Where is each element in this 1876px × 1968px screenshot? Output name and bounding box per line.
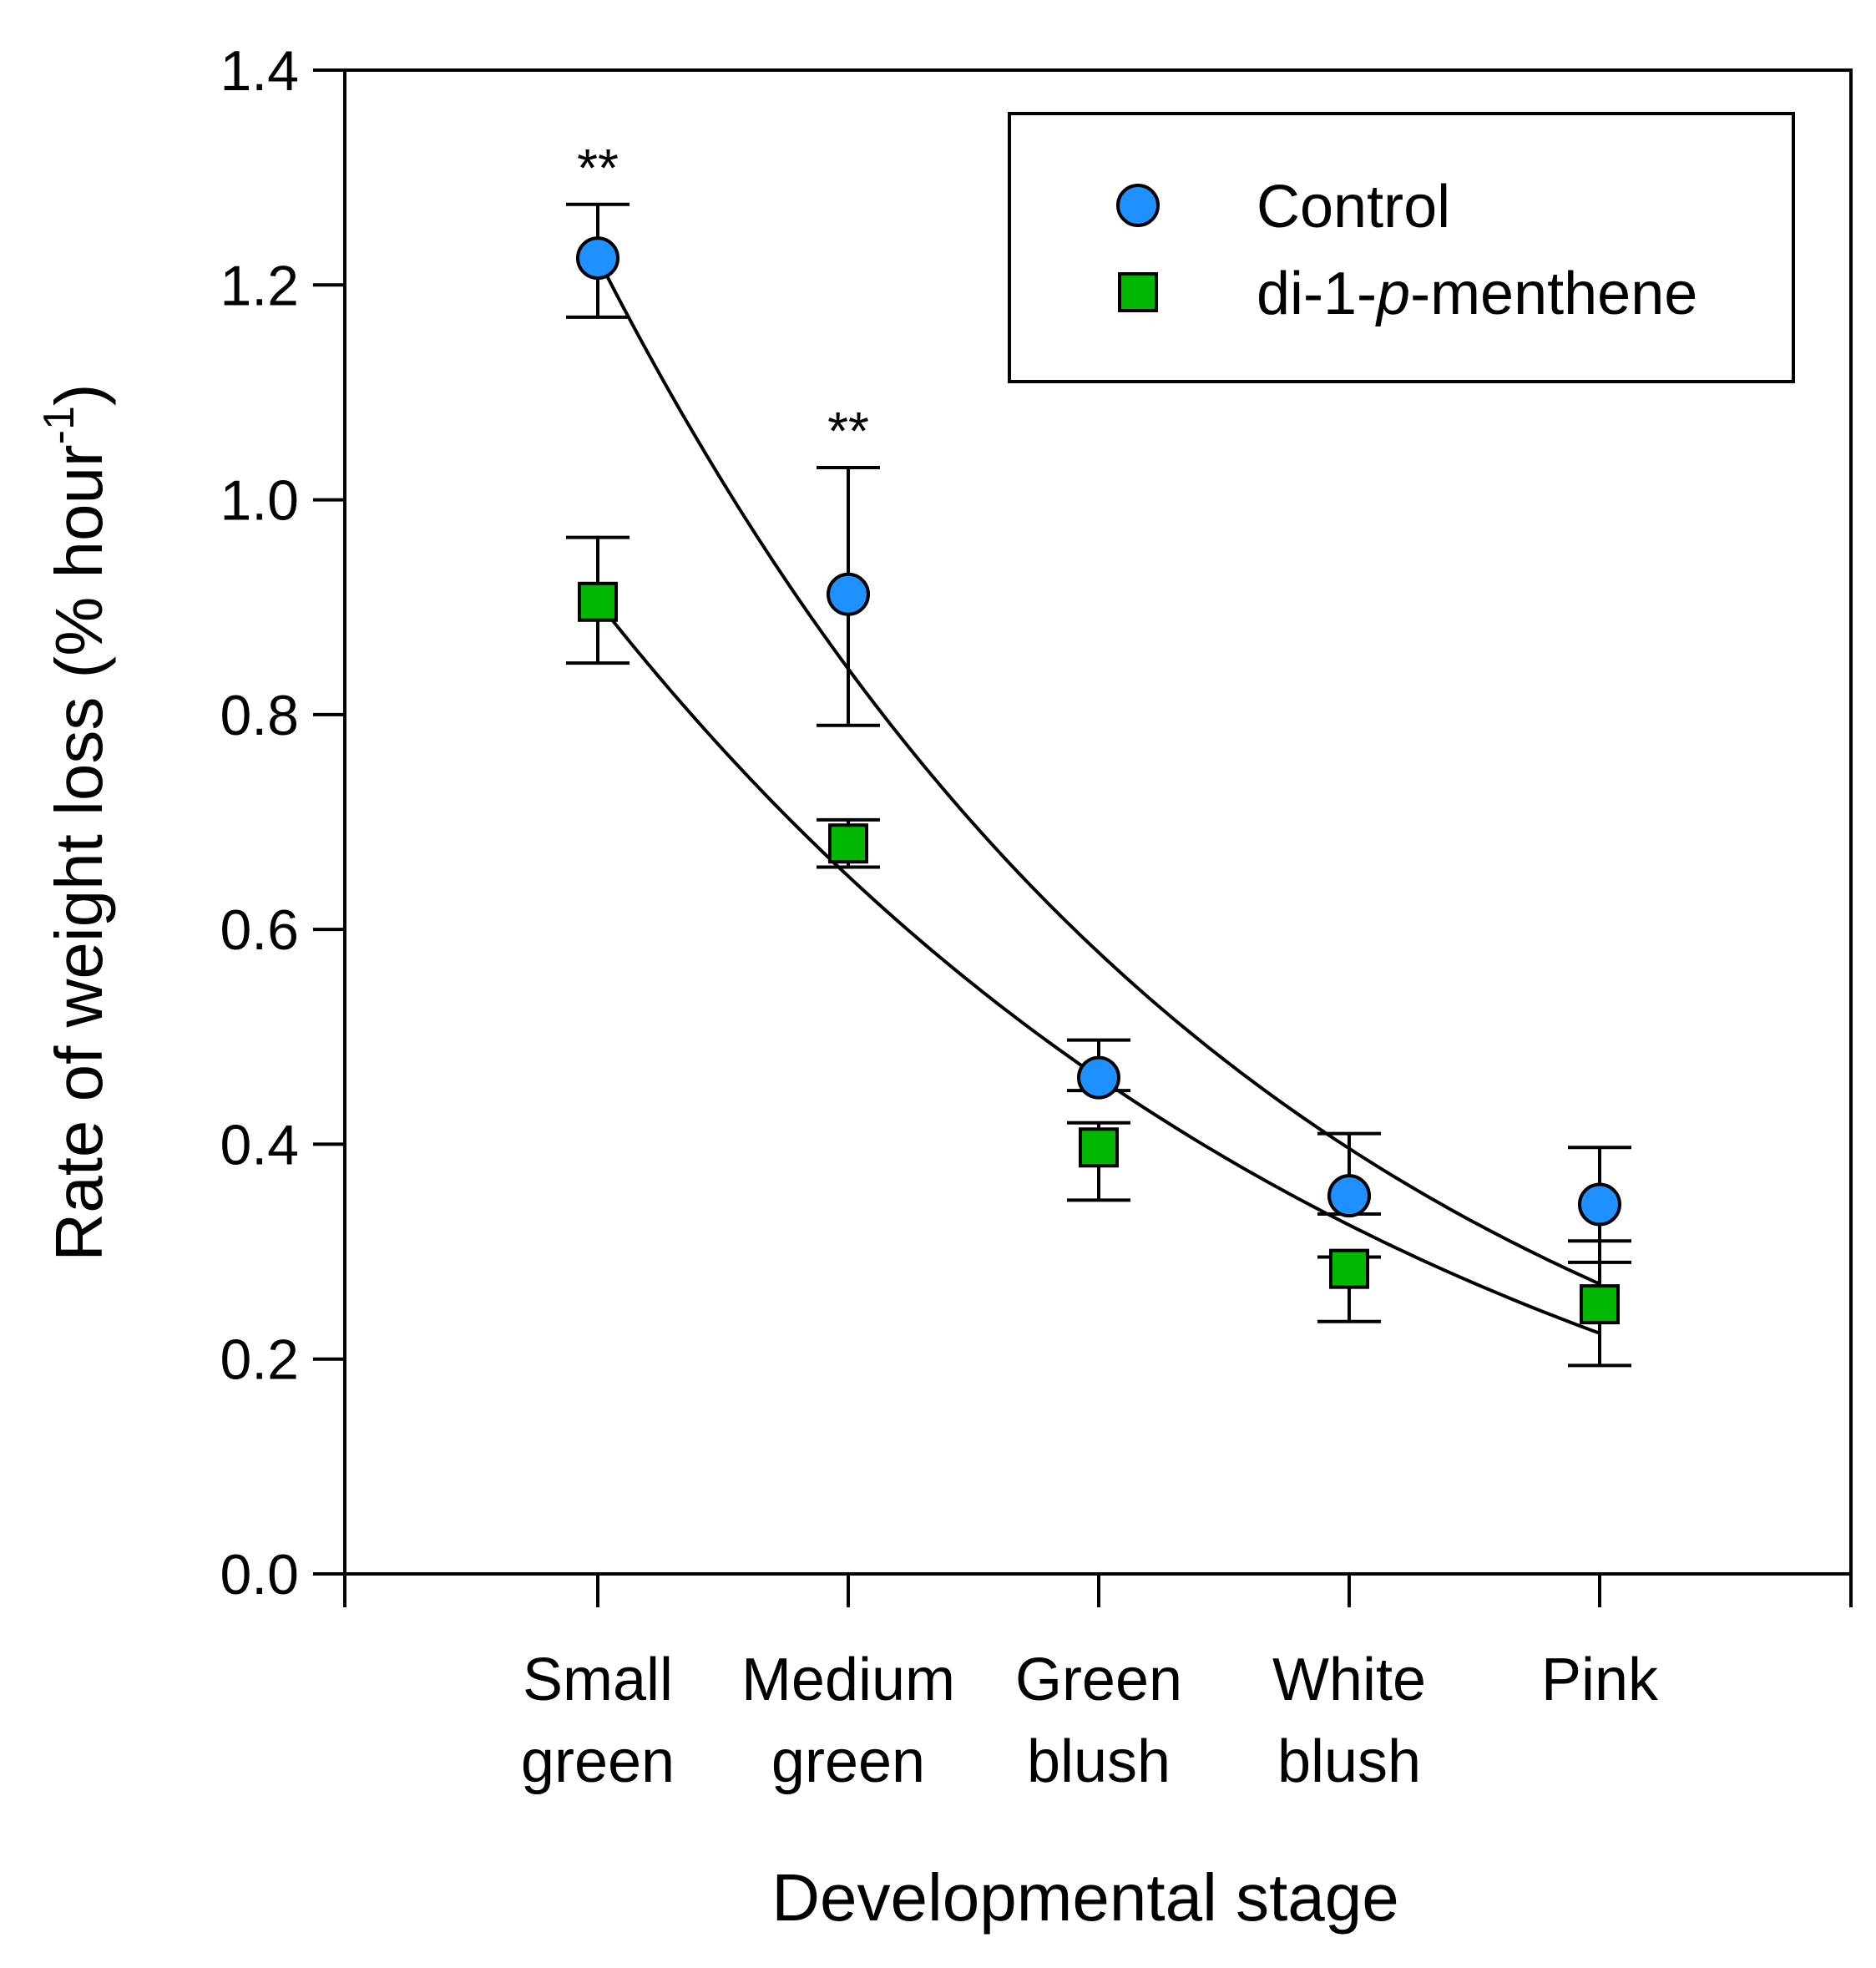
control-point-4 [1578,1182,1621,1227]
axes-group: 0.0 0.2 0.4 0.6 0.8 1.0 1.2 1.4 Small green Medium… [35,39,1853,1935]
y-axis-title-main: Rate of weight loss (% hour [42,444,116,1261]
control-point-3 [1327,1174,1371,1218]
menthene-point-0 [578,581,618,622]
significance-label: ** [827,401,869,461]
y-tick-label: 1.0 [220,469,299,533]
y-tick-label: 0.6 [220,898,299,962]
x-category-label: blush [1277,1728,1421,1795]
y-axis-title-superscript: -1 [35,406,83,444]
legend-menthene-marker [1118,272,1158,312]
y-tick-label: 0.0 [220,1543,299,1606]
data-points-group [576,236,1621,1325]
fit-curve-1 [596,600,1600,1335]
x-category-label: blush [1027,1728,1171,1795]
y-tick-label: 0.8 [220,684,299,747]
x-axis-title: Developmental stage [771,1860,1399,1935]
annotations-group: ** ** [577,138,869,461]
x-category-label: green [521,1728,675,1795]
legend-menthene-label-part: di-1- [1257,261,1377,327]
legend-control-marker [1116,184,1160,227]
y-tick-label: 0.2 [220,1328,299,1392]
menthene-point-3 [1329,1248,1369,1289]
x-category-label: green [771,1728,925,1795]
y-axis-title-end: ) [42,383,116,406]
y-tick-label: 1.4 [220,39,299,103]
menthene-point-2 [1079,1127,1119,1168]
significance-label: ** [577,138,619,198]
x-category-label: White [1272,1647,1426,1713]
y-tick-label: 1.2 [220,254,299,317]
x-category-label: Green [1015,1647,1182,1713]
x-category-label: Pink [1541,1647,1659,1713]
legend: Control di-1-p-menthene [1008,112,1795,383]
menthene-point-4 [1580,1284,1620,1325]
legend-menthene-label-part: p [1375,261,1410,327]
fit-curve-0 [596,257,1600,1286]
y-tick-label: 0.4 [220,1113,299,1176]
legend-menthene-label-part: -menthene [1410,261,1697,327]
control-point-1 [827,572,870,616]
x-category-label: Small [523,1647,673,1713]
legend-box [1008,112,1795,383]
legend-control-label: Control [1257,174,1450,240]
y-axis-title: Rate of weight loss (% hour-1) [35,383,116,1261]
control-point-0 [576,236,619,281]
menthene-point-1 [828,823,868,864]
control-point-2 [1077,1055,1120,1100]
legend-menthene-label: di-1-p-menthene [1257,261,1697,327]
x-category-label: Medium [741,1647,955,1713]
